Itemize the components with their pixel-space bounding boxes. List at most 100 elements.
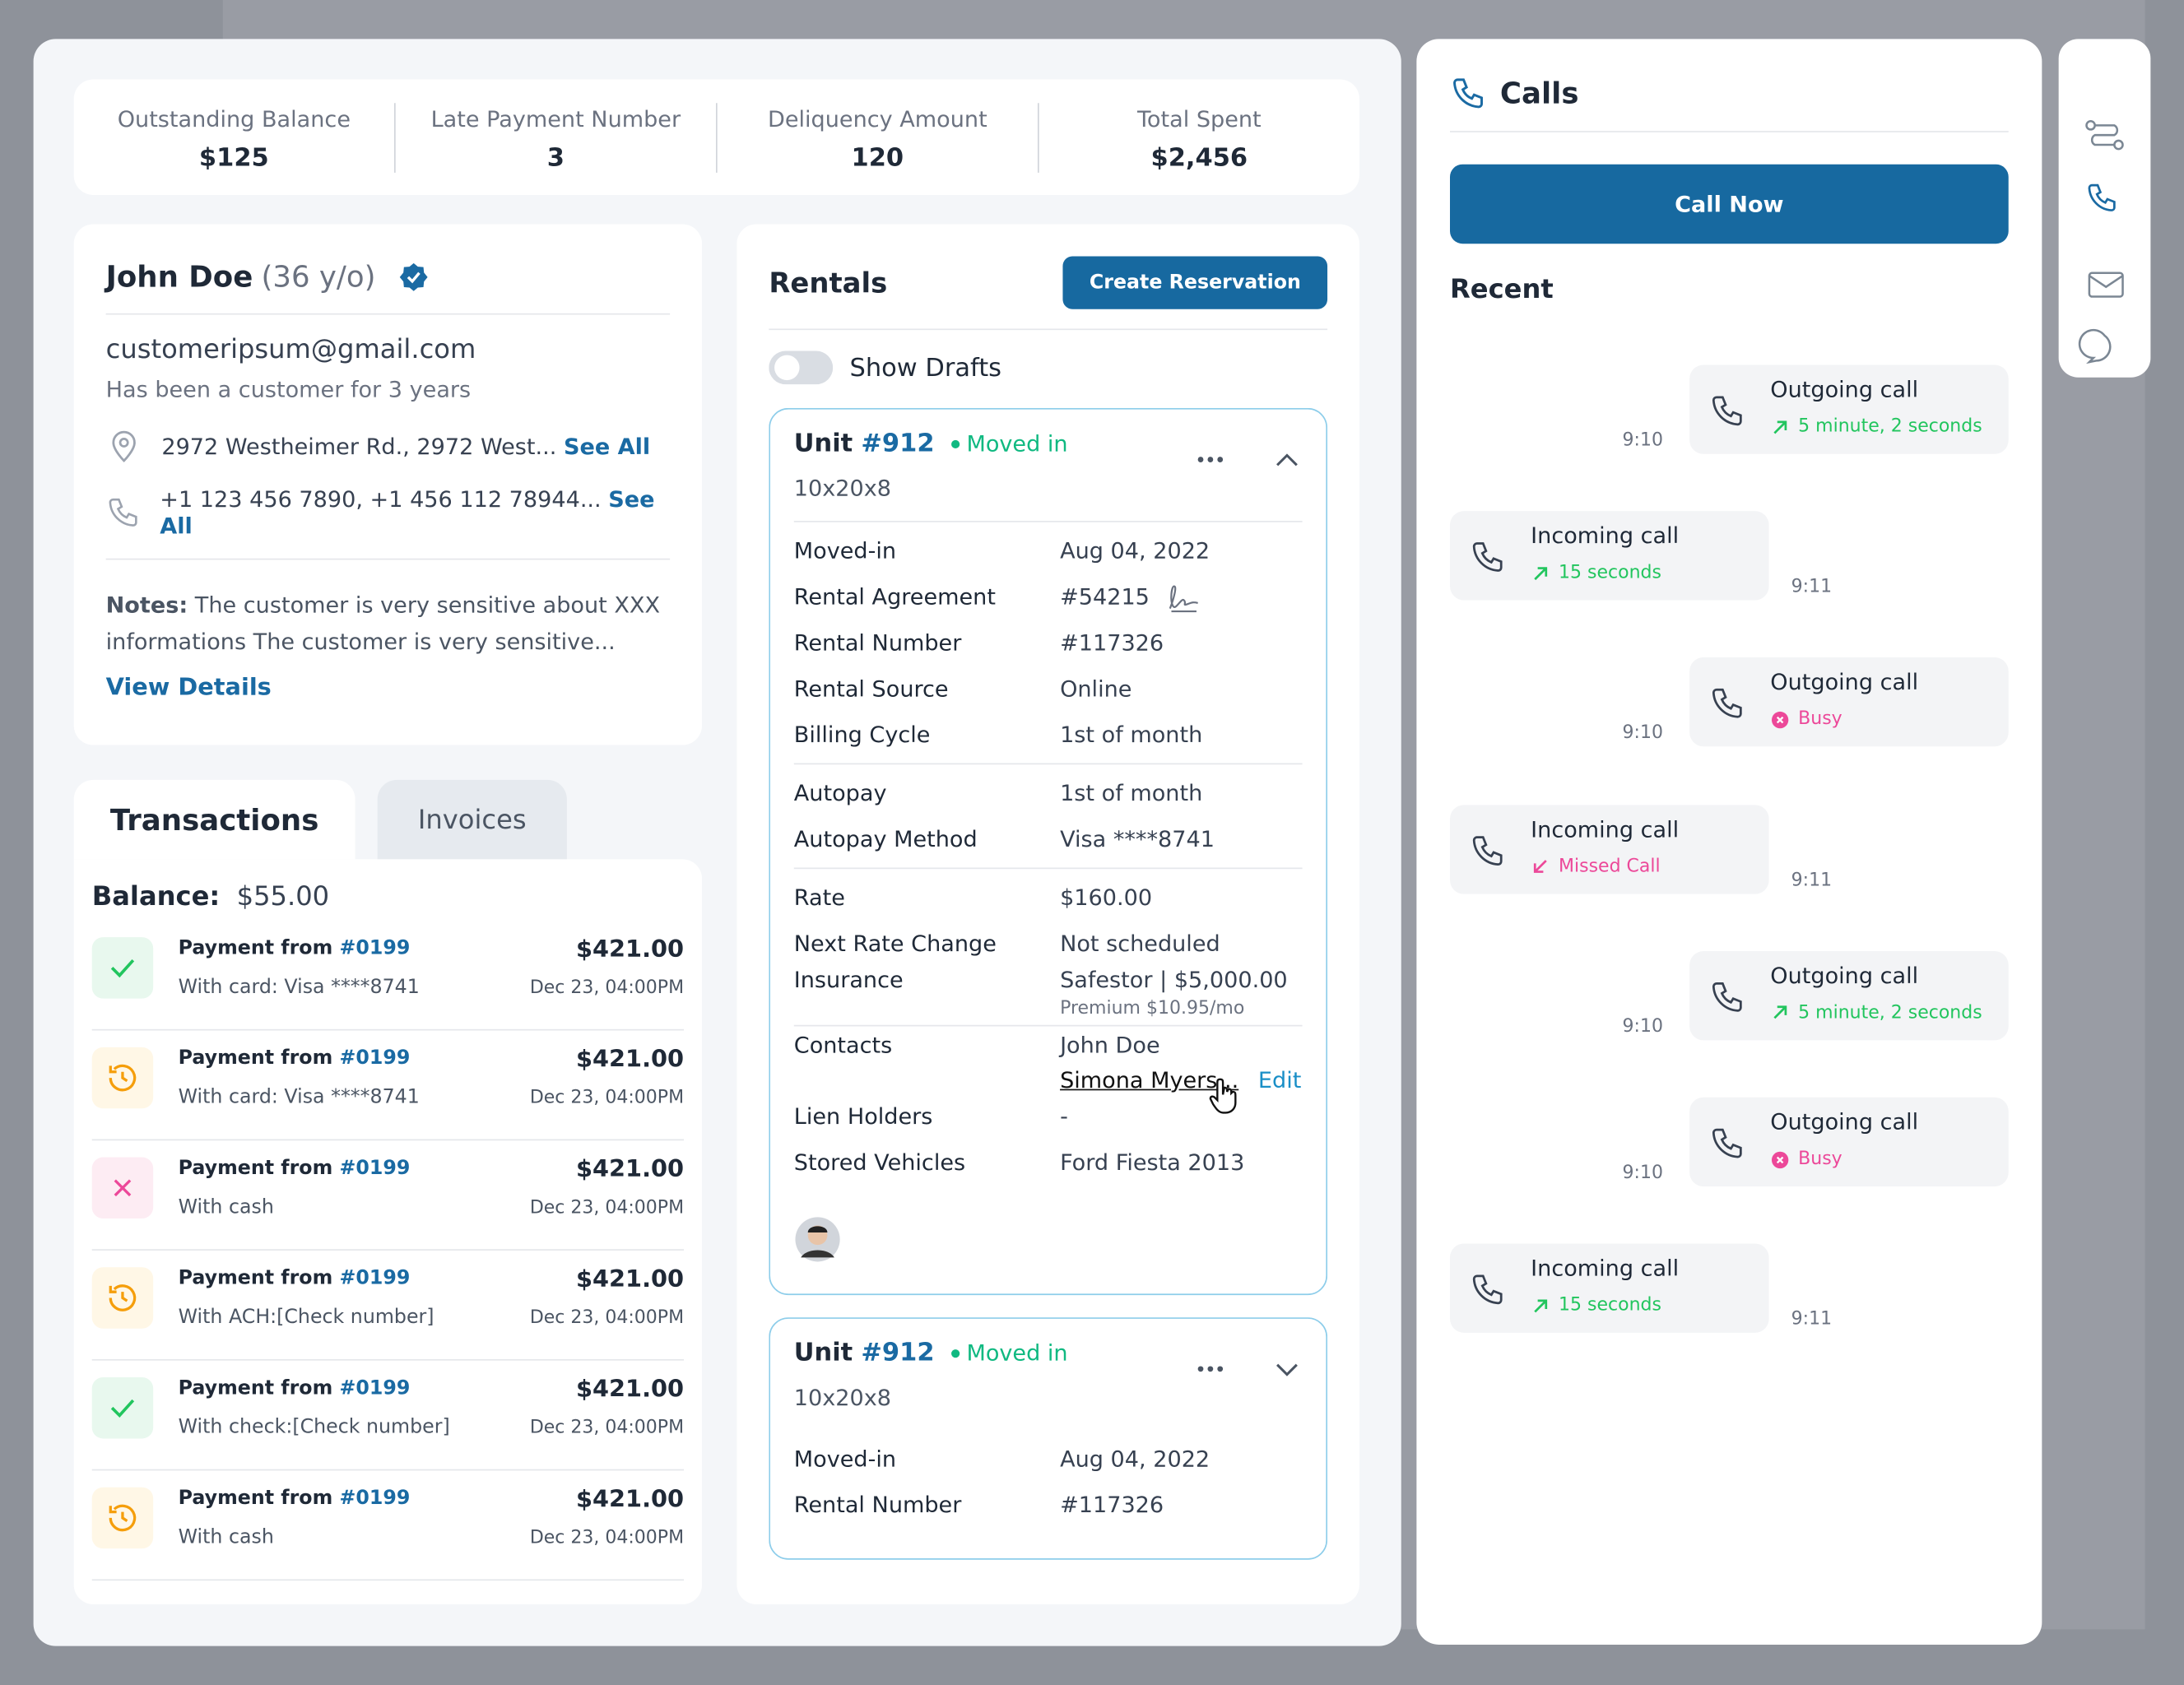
call-detail: Busy [1770,709,1842,731]
title: Payment from #0199 [179,1267,411,1289]
menu-chevron[interactable] [1195,446,1298,474]
unit-status: Moved in [950,430,1068,457]
notes-label: Notes: [105,592,188,619]
detail-row: Moved-in Aug 04, 2022 [794,1436,1303,1482]
call-time: 9:11 [1791,577,1833,598]
phone-icon [1472,835,1503,866]
detail-text: 15 seconds [1559,563,1661,584]
view-details[interactable]: View Details [105,674,272,703]
unit-title: Unit #912 Moved in [794,429,1303,458]
name-row: John Doe (36 y/o) [106,261,671,294]
call-detail: 15 seconds [1531,1295,1661,1316]
balance-value: $55.00 [236,881,330,912]
detail-value: Aug 04, 2022 [1060,1446,1210,1472]
phone-icon [1712,689,1742,719]
detail-icon [1534,566,1548,580]
call-bubble[interactable]: Incoming call Missed Call [1449,804,1769,894]
phone: +1 123 456 7890, +1 456 112 78944... [160,485,602,513]
avatar-img [795,1217,840,1262]
edit-link[interactable]: Edit [1257,1066,1302,1093]
call-type: Outgoing call [1770,376,1919,403]
call-type: Incoming call [1531,1255,1680,1282]
signature-icon [1169,584,1199,612]
call-type: Incoming call [1531,522,1680,550]
transaction-row: Payment from #0199 With cash $421.00 Dec 23… [91,1140,685,1251]
balance-label: Balance: [91,881,221,912]
detail-icon [1773,1005,1787,1019]
call-now-button[interactable]: Call Now [1449,164,2009,244]
detail-label: Rental Number [793,1491,962,1518]
see-all[interactable]: See All [563,432,651,459]
notes: Notes: The customer is very sensitive ab… [106,587,671,660]
status-icon [91,937,154,999]
call-bubble[interactable]: Outgoing call Busy [1689,1097,2009,1187]
call-type: Outgoing call [1770,669,1919,696]
toggle[interactable] [769,350,834,386]
phone-icon [1712,1128,1742,1158]
menu-chevron[interactable] [1195,1355,1298,1383]
phone-icon [1472,542,1503,573]
create-button[interactable]: Create Reservation [1062,256,1328,309]
icon [110,959,135,978]
detail-label: Moved-in [793,537,897,564]
tab-active[interactable]: Transactions [73,779,355,860]
detail-value: #117326 [1060,1492,1164,1518]
tab[interactable]: Invoices [377,779,567,860]
title: Payment from #0199 [179,1488,411,1510]
value: John Doe [1060,1032,1160,1059]
detail-value: Aug 04, 2022 [1060,537,1210,564]
date: Dec 23, 04:00PM [529,1418,685,1439]
detail-label: Rental Source [793,675,949,703]
phone-icon [109,498,137,527]
detail-label: Insurance [793,966,904,993]
amount: $421.00 [575,935,685,964]
title-text: Payment from [178,1047,333,1070]
title: Payment from #0199 [179,1158,411,1180]
rentals-header: Rentals Create Reservation [769,256,1328,331]
call-detail: 15 seconds [1531,563,1661,584]
sidebar-icons [2078,119,2124,364]
status-text: Moved in [966,1339,1068,1367]
transactions-card: Balance: $55.00 Payment from #0199 With ca… [73,859,703,1604]
detail-row: Stored Vehicles Ford Fiesta 2013 [794,1140,1303,1186]
sidebar [2058,39,2151,378]
date: Dec 23, 04:00PM [529,1197,685,1219]
transaction-row: Payment from #0199 With ACH:[Check number… [91,1251,684,1361]
status-icon [91,1267,154,1329]
detail-group: Moved-in Aug 04, 2022 Rental Agreement #542… [793,521,1303,764]
value: Aug 04, 2022 [1060,537,1210,564]
value: Safestor | $5,000.00 [1060,966,1288,993]
value-sub: Premium $10.95/mo [1060,998,1245,1019]
address: 2972 Westheimer Rd., 2972 West... [161,432,557,459]
detail-row: Autopay Method Visa ****8741 [794,816,1303,862]
call-detail: Busy [1770,1149,1842,1170]
call-bubble[interactable]: Outgoing call 5 minute, 2 seconds [1689,950,2009,1041]
call-bubble[interactable]: Outgoing call Busy [1689,657,2009,747]
amount: $421.00 [575,1376,685,1404]
call-time: 9:10 [1622,1163,1663,1184]
value: Not scheduled [1060,930,1220,957]
status-icon [91,1376,154,1439]
contact-link[interactable]: Simona Myers... [1060,1066,1239,1093]
icon [109,1284,137,1311]
status-icon [91,1047,154,1109]
detail-group: Rate $160.00 Next Rate Change Not scheduled… [793,867,1303,1024]
call-bubble[interactable]: Incoming call 15 seconds [1449,511,1769,601]
detail-value: Safestor | $5,000.00 Premium $10.95/mo [1060,967,1288,1019]
notes-text: The customer is very sensitive about XXX… [105,592,661,655]
detail-label: Rate [793,884,845,911]
unit-controls[interactable] [1195,446,1298,480]
unit-controls[interactable] [1195,1355,1298,1389]
unit-label: Unit [793,429,853,458]
see-all[interactable]: See All [160,485,655,540]
phone-icon [1712,396,1742,426]
method: With card: Visa ****8741 [178,976,420,999]
call-bubble[interactable]: Outgoing call 5 minute, 2 seconds [1689,364,2009,454]
detail-text: Missed Call [1559,856,1661,877]
value: #54215 [1060,580,1202,614]
detail-value: Visa ****8741 [1060,826,1215,852]
detail-value: Not scheduled [1060,931,1220,957]
value: 1st of month [1060,721,1203,748]
call-bubble[interactable]: Incoming call 15 seconds [1449,1243,1769,1334]
